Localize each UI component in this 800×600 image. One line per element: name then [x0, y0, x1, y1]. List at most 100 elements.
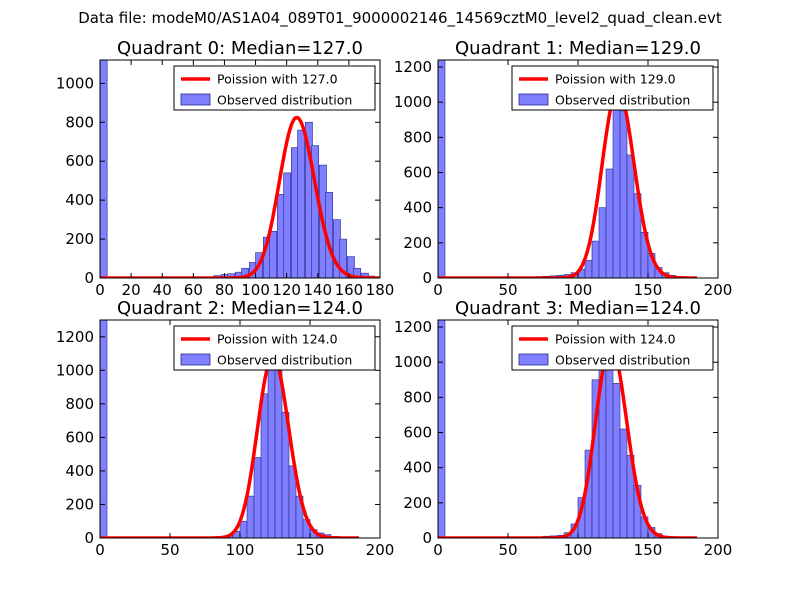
histogram-bar: [297, 129, 306, 278]
histogram-bar: [626, 154, 635, 278]
y-tick-label: 400: [65, 462, 94, 480]
poisson-curve: [438, 344, 698, 538]
x-tick-label: 0: [433, 281, 443, 299]
x-tick-label: 150: [296, 541, 325, 559]
legend-bar-label: Observed distribution: [555, 93, 690, 108]
histogram-bar: [605, 168, 614, 278]
x-tick-label: 160: [335, 281, 364, 299]
histogram-bar: [283, 172, 292, 278]
histogram-bar: [591, 240, 600, 278]
x-tick-label: 20: [122, 281, 141, 299]
y-tick-label: 1000: [56, 361, 94, 379]
x-tick-label: 50: [498, 281, 517, 299]
y-tick-label: 1200: [394, 58, 432, 76]
y-tick-label: 600: [403, 164, 432, 182]
y-tick-label: 0: [84, 269, 94, 287]
y-tick-label: 0: [422, 269, 432, 287]
axes-frame: [99, 59, 381, 279]
histogram-bar: [100, 320, 108, 538]
quadrant-3-title: Quadrant 3: Median=124.0: [455, 298, 701, 319]
x-tick-label: 200: [704, 281, 733, 299]
legend-bar-swatch: [180, 93, 211, 106]
histogram-bar: [253, 457, 262, 538]
y-tick-label: 1000: [394, 353, 432, 371]
histogram-bar: [584, 260, 593, 278]
quadrant-0-title: Quadrant 0: Median=127.0: [117, 38, 363, 59]
quadrant-3-bars: [438, 320, 677, 538]
y-tick-label: 200: [65, 230, 94, 248]
y-tick-label: 800: [65, 113, 94, 131]
quadrant-0-panel: Quadrant 0: Median=127.00 20 40 60 80 100 120 1…: [56, 38, 395, 299]
y-tick-label: 0: [84, 529, 94, 547]
legend-bar-label: Observed distribution: [217, 353, 352, 368]
legend: Poission with 127.0 Observed distribution: [173, 65, 376, 111]
legend-line-label: Poission with 124.0: [555, 332, 676, 347]
y-tick-label: 600: [65, 152, 94, 170]
legend-bar-label: Observed distribution: [217, 93, 352, 108]
histogram-bar: [260, 393, 269, 538]
legend-bar-label: Observed distribution: [555, 353, 690, 368]
y-tick-label: 1200: [394, 318, 432, 336]
quadrant-2-title: Quadrant 2: Median=124.0: [117, 298, 363, 319]
poisson-curve: [100, 354, 360, 538]
histogram-bar: [267, 361, 276, 538]
y-tick-label: 1000: [394, 93, 432, 111]
y-tick-label: 200: [65, 495, 94, 513]
x-tick-label: 100: [564, 281, 593, 299]
figure-suptitle: Data file: modeM0/AS1A04_089T01_90000021…: [78, 9, 722, 28]
legend-line-label: Poission with 124.0: [217, 332, 338, 347]
histogram-bar: [100, 60, 108, 278]
legend-bar-swatch: [180, 353, 211, 366]
legend: Poission with 129.0 Observed distribution: [511, 65, 714, 111]
x-tick-label: 50: [160, 541, 179, 559]
y-tick-label: 200: [403, 234, 432, 252]
quadrant-1-panel: Quadrant 1: Median=129.0 0 50 100 150 200 0 200…: [394, 38, 733, 299]
x-tick-label: 50: [498, 541, 517, 559]
x-tick-label: 100: [241, 281, 270, 299]
y-tick-label: 1200: [56, 328, 94, 346]
y-tick-label: 0: [422, 529, 432, 547]
histogram-bar: [619, 428, 628, 538]
x-tick-label: 100: [226, 541, 255, 559]
histogram-bar: [438, 60, 446, 278]
x-tick-label: 150: [634, 281, 663, 299]
histogram-bar: [612, 94, 621, 278]
y-tick-label: 400: [65, 191, 94, 209]
legend: Poission with 124.0 Observed distribution: [511, 325, 714, 371]
y-tick-label: 600: [403, 424, 432, 442]
x-tick-label: 140: [303, 281, 332, 299]
histogram-bar: [605, 351, 614, 538]
histogram-bar: [311, 145, 320, 278]
legend: Poission with 124.0 Observed distribution: [173, 325, 376, 371]
poisson-curve: [100, 115, 380, 278]
histogram-bar: [269, 230, 278, 278]
x-tick-label: 150: [634, 541, 663, 559]
histogram-bar: [274, 370, 283, 538]
x-tick-label: 120: [272, 281, 301, 299]
quadrant-2-panel: Quadrant 2: Median=124.0 0 50 100 150 200 0 200…: [56, 298, 395, 559]
histogram-bar: [598, 207, 607, 278]
legend-bar-swatch: [518, 353, 549, 366]
histogram-bar: [239, 520, 248, 538]
x-tick-label: 0: [433, 541, 443, 559]
y-tick-label: 800: [65, 395, 94, 413]
histogram-bar: [227, 273, 236, 278]
poisson-curve: [438, 87, 698, 278]
y-tick-label: 400: [403, 459, 432, 477]
x-tick-label: 60: [184, 281, 203, 299]
histogram-bar: [619, 110, 628, 278]
x-tick-label: 40: [153, 281, 172, 299]
quadrant-1-title: Quadrant 1: Median=129.0: [455, 38, 701, 59]
x-tick-label: 200: [704, 541, 733, 559]
histogram-bar: [361, 272, 369, 278]
y-tick-label: 800: [403, 128, 432, 146]
histogram-bar: [246, 495, 255, 538]
x-tick-label: 0: [95, 281, 105, 299]
y-tick-label: 800: [403, 388, 432, 406]
x-tick-label: 180: [366, 281, 395, 299]
histogram-bar: [612, 382, 621, 538]
y-tick-label: 200: [403, 494, 432, 512]
legend-line-label: Poission with 129.0: [555, 72, 676, 87]
legend-bar-swatch: [518, 93, 549, 106]
